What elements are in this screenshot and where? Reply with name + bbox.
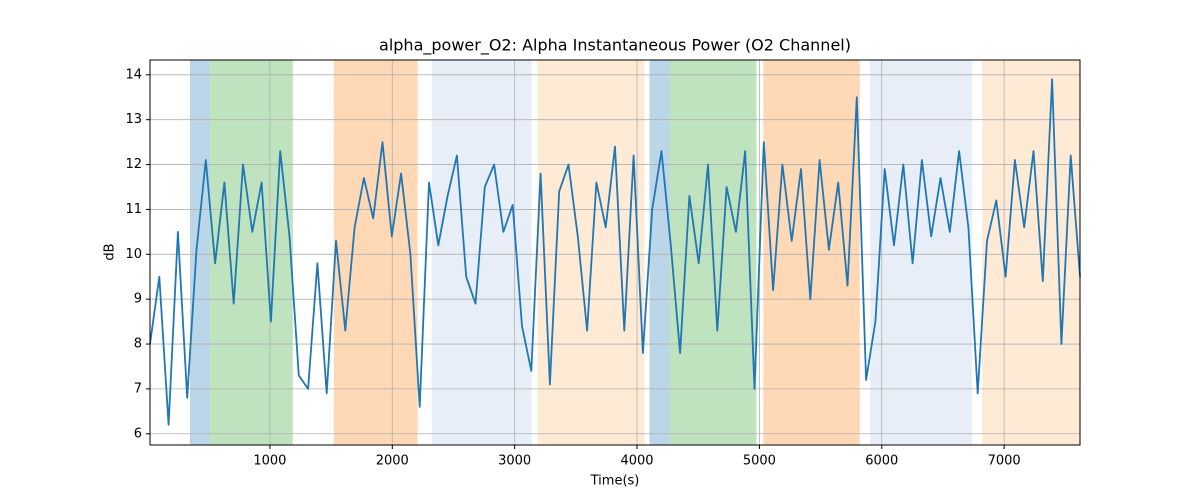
y-tick-label: 12: [125, 157, 142, 172]
y-tick-label: 9: [134, 292, 142, 307]
highlight-span: [209, 60, 293, 445]
plot-frame: [149, 59, 1081, 446]
y-tick-label: 8: [134, 337, 142, 352]
chart-title: alpha_power_O2: Alpha Instantaneous Powe…: [379, 36, 851, 56]
x-tick-label: 6000: [865, 454, 898, 469]
data-line: [149, 78, 1081, 426]
y-tick-label: 10: [125, 247, 142, 262]
highlight-span: [333, 60, 418, 445]
y-tick-label: 6: [134, 426, 142, 441]
x-tick-label: 3000: [498, 454, 531, 469]
highlight-span: [982, 60, 1080, 445]
highlight-span: [870, 60, 973, 445]
y-tick-label: 7: [134, 381, 142, 396]
x-tick-label: 5000: [743, 454, 776, 469]
highlight-span: [190, 60, 210, 445]
x-axis-label: Time(s): [590, 474, 640, 489]
y-tick-label: 14: [125, 67, 142, 82]
y-tick-label: 11: [125, 202, 142, 217]
x-tick-label: 1000: [253, 454, 286, 469]
x-tick-label: 4000: [620, 454, 653, 469]
highlight-span: [649, 60, 670, 445]
x-tick-label: 7000: [988, 454, 1021, 469]
y-tick-label: 13: [125, 112, 142, 127]
x-tick-label: 2000: [376, 454, 409, 469]
y-axis-label: dB: [103, 243, 118, 260]
